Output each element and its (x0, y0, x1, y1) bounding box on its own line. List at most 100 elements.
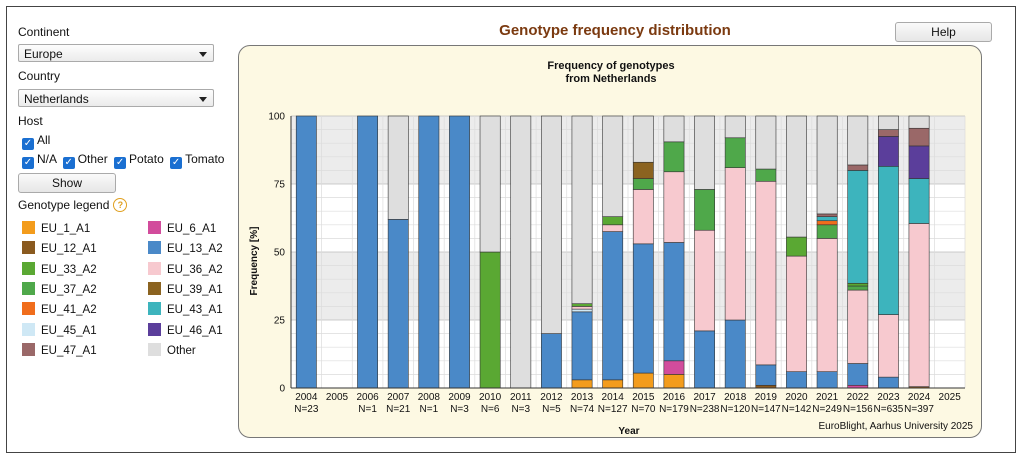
legend-swatch (148, 302, 161, 316)
legend-label: EU_12_A1 (41, 243, 97, 256)
legend-swatch (22, 261, 35, 275)
host-other-checkbox[interactable]: ✓ Other (60, 152, 108, 169)
legend-label: EU_33_A2 (41, 263, 97, 276)
sample-size-label: N=1 (420, 404, 439, 415)
legend-swatch (22, 342, 35, 356)
x-tick-label: 2012 (540, 392, 563, 403)
genotype-frequency-chart: Frequency of genotypes from Netherlands … (249, 60, 973, 437)
bar-segment-other (847, 115, 869, 166)
bar-segment-eu-13-a2 (571, 311, 593, 381)
host-all-label: All (37, 133, 51, 147)
legend-label: EU_43_A1 (167, 304, 223, 317)
bar-segment-other (694, 115, 716, 190)
genotype-legend-heading: Genotype legend? (18, 198, 128, 212)
legend-swatch (148, 221, 161, 234)
host-options: ✓ N/A ✓ Other ✓ Potato ✓ Tomato (22, 152, 224, 169)
bar-segment-other (724, 115, 746, 139)
bar-segment-eu-33-a2 (479, 251, 501, 389)
bar-segment-eu-36-a2 (847, 289, 869, 364)
sample-size-label: N=3 (511, 404, 530, 415)
legend-item: EU_46_A1 (148, 322, 223, 337)
chart-subtitle: from Netherlands (565, 73, 656, 85)
bar-segment-eu-47-a1 (877, 129, 899, 137)
bar-segment-other (510, 115, 532, 389)
bar-segment-eu-36-a2 (602, 224, 624, 232)
bar-segment-eu-45-a1 (571, 308, 593, 313)
bar-segment-eu-37-a2 (724, 137, 746, 168)
chevron-down-icon (199, 52, 207, 57)
bar-segment-eu-13-a2 (632, 243, 654, 374)
legend-swatch (22, 241, 35, 255)
x-tick-label: 2017 (693, 392, 716, 403)
bar-segment-eu-43-a1 (908, 178, 930, 224)
legend-item: EU_33_A2 (22, 261, 97, 276)
legend-swatch (148, 261, 161, 275)
bar-segment-eu-43-a1 (877, 166, 899, 315)
legend-label: EU_46_A1 (167, 324, 223, 337)
bar-segment-eu-41-a2 (816, 220, 838, 226)
bar-segment-eu-13-a2 (387, 219, 409, 389)
chevron-down-icon (199, 97, 207, 102)
legend-swatch (148, 281, 161, 295)
bar-segment-eu-6-a1 (663, 360, 685, 375)
host-potato-checkbox[interactable]: ✓ Potato (111, 152, 164, 169)
bar-segment-eu-13-a2 (847, 363, 869, 386)
bar-segment-eu-47-a1 (847, 164, 869, 171)
sample-size-label: N=74 (570, 404, 595, 415)
x-tick-label: 2020 (785, 392, 808, 403)
bar-segment-other (632, 115, 654, 163)
chart-panel: Frequency of genotypes from Netherlands … (238, 45, 982, 438)
bar-segment-eu-1-a1 (571, 379, 593, 389)
sample-size-label: N=397 (904, 404, 934, 415)
legend-swatch (148, 322, 161, 336)
x-tick-label: 2015 (632, 392, 655, 403)
x-tick-label: 2005 (326, 392, 349, 403)
host-potato-label: Potato (129, 152, 164, 166)
country-label: Country (18, 69, 61, 83)
sample-size-label: N=179 (659, 404, 689, 415)
sample-size-label: N=3 (450, 404, 469, 415)
bar-segment-eu-13-a2 (295, 115, 317, 389)
bar-segment-eu-36-a2 (816, 238, 838, 372)
sample-size-label: N=6 (481, 404, 500, 415)
country-select[interactable]: Netherlands (18, 89, 214, 107)
legend-item: EU_47_A1 (22, 342, 97, 357)
help-button[interactable]: Help (895, 22, 992, 42)
bar-segment-eu-47-a1 (908, 127, 930, 147)
bar-segment-eu-33-a2 (847, 282, 869, 287)
bar-segment-other (387, 115, 409, 220)
bar-segment-eu-13-a2 (663, 242, 685, 362)
bar-segment-eu-33-a2 (602, 216, 624, 226)
host-label: Host (18, 114, 43, 128)
bar-segment-eu-36-a2 (694, 229, 716, 332)
bar-segment-eu-1-a1 (632, 372, 654, 389)
bar-segment-eu-47-a1 (816, 213, 838, 217)
legend-swatch (22, 322, 35, 336)
bar-segment-eu-36-a2 (571, 306, 593, 310)
legend-label: EU_47_A1 (41, 344, 97, 357)
legend-item: EU_39_A1 (148, 281, 223, 296)
bar-segment-eu-37-a2 (694, 189, 716, 231)
legend-item: EU_43_A1 (148, 302, 223, 316)
continent-select[interactable]: Europe (18, 44, 214, 62)
y-tick-label: 0 (279, 384, 285, 395)
host-all-checkbox[interactable]: ✓ All (22, 133, 50, 150)
x-tick-label: 2006 (356, 392, 379, 403)
host-tomato-checkbox[interactable]: ✓ Tomato (167, 152, 225, 169)
bar-segment-eu-46-a1 (877, 136, 899, 167)
bar-segment-eu-36-a2 (877, 314, 899, 378)
legend-item: EU_37_A2 (22, 281, 97, 296)
x-tick-label: 2008 (418, 392, 441, 403)
x-tick-label: 2007 (387, 392, 410, 403)
bar-segment-eu-13-a2 (816, 371, 838, 389)
bar-segment-eu-33-a2 (786, 236, 807, 257)
host-tomato-label: Tomato (185, 152, 225, 166)
x-tick-label: 2023 (877, 392, 900, 403)
host-na-checkbox[interactable]: ✓ N/A (22, 152, 56, 169)
show-button[interactable]: Show (18, 173, 116, 193)
x-tick-label: 2024 (908, 392, 931, 403)
legend-label: EU_45_A1 (41, 324, 97, 337)
sample-size-label: N=147 (751, 404, 781, 415)
help-icon[interactable]: ? (113, 198, 128, 212)
